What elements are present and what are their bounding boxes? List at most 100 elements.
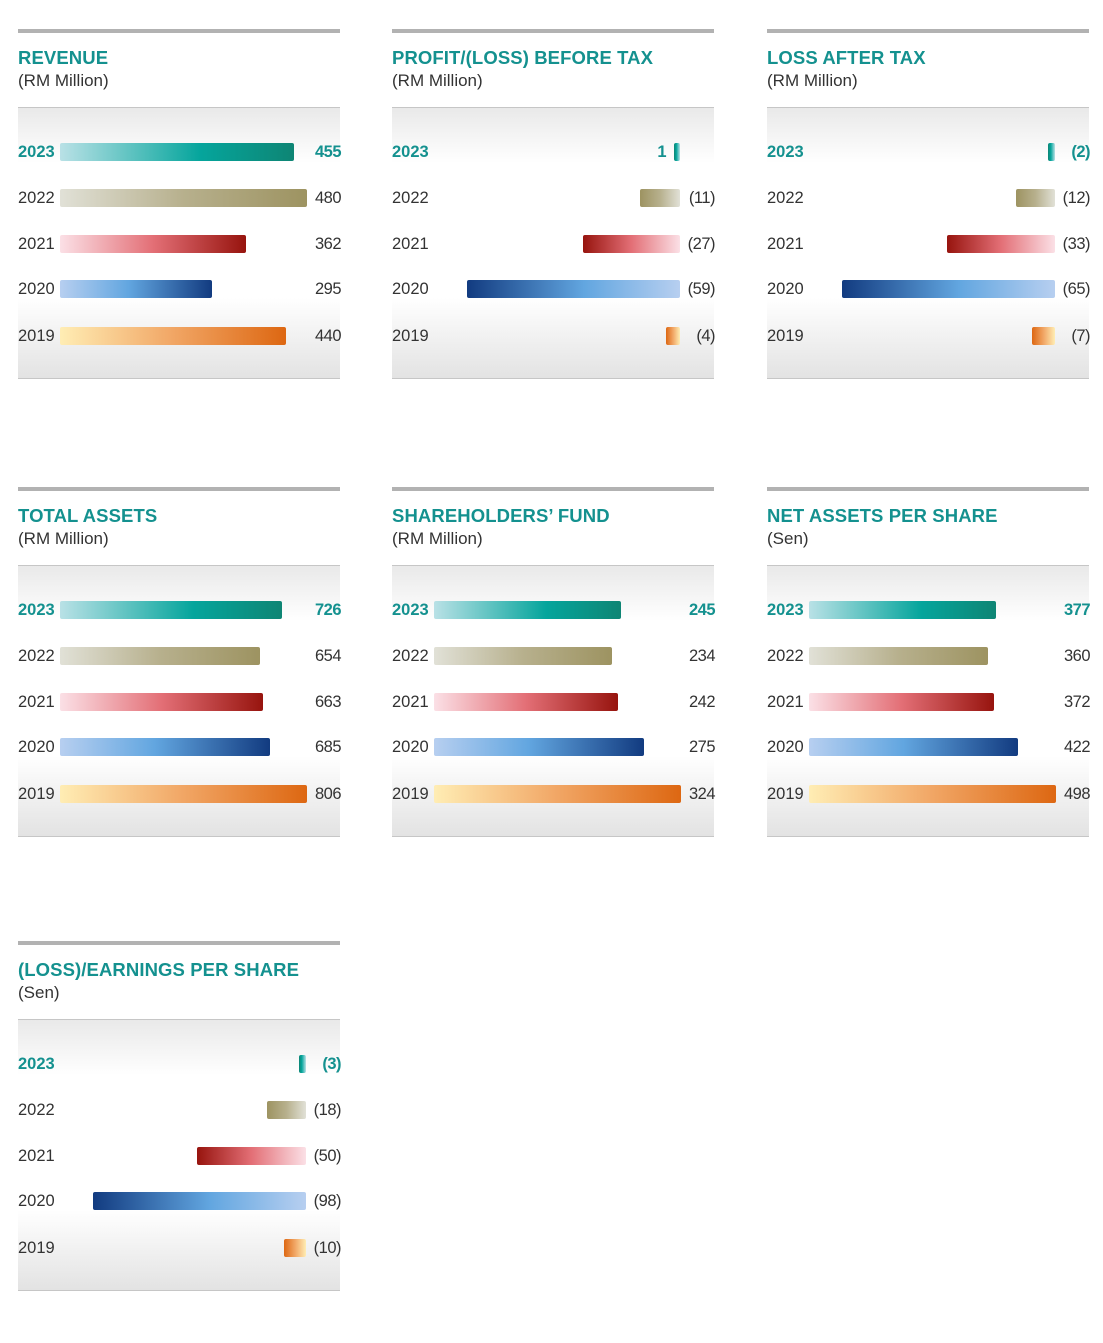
value-label: 663 bbox=[314, 693, 342, 711]
value-label: 685 bbox=[314, 738, 342, 756]
bar-row-2022: 2022 (11) bbox=[392, 188, 716, 208]
bar-row-2020: 2020 (59) bbox=[392, 279, 716, 299]
bar-2023 bbox=[674, 143, 680, 161]
category-label: 2019 bbox=[767, 785, 804, 803]
bar-2022 bbox=[60, 189, 307, 207]
bar-2022 bbox=[266, 1101, 306, 1119]
bar-row-2022: 2022 360 bbox=[767, 646, 1091, 666]
bar-row-2023: 2023 (2) bbox=[767, 142, 1090, 162]
category-label: 2020 bbox=[392, 738, 429, 756]
bar-row-2021: 2021 (33) bbox=[767, 234, 1091, 254]
value-label: (33) bbox=[1062, 235, 1091, 253]
bar-row-2023: 2023 455 bbox=[18, 142, 342, 162]
value-label: 654 bbox=[314, 647, 342, 665]
category-label: 2022 bbox=[18, 1101, 55, 1119]
category-label: 2019 bbox=[18, 327, 55, 345]
bar-2022 bbox=[1015, 189, 1055, 207]
bar-row-2022: 2022 (18) bbox=[18, 1100, 342, 1120]
bar-row-2019: 2019 (7) bbox=[767, 326, 1090, 346]
value-label: 455 bbox=[314, 143, 342, 161]
chart-unit: (RM Million) bbox=[767, 71, 858, 90]
value-label: 440 bbox=[314, 327, 342, 345]
category-label: 2023 bbox=[18, 601, 55, 619]
bar-2019 bbox=[60, 327, 287, 345]
chart-title: NET ASSETS PER SHARE bbox=[767, 505, 998, 526]
chart-nav-per-share: NET ASSETS PER SHARE (Sen) 2023 377 2022 360 2… bbox=[767, 487, 1091, 839]
value-label: (27) bbox=[687, 235, 716, 253]
category-label: 2019 bbox=[767, 327, 804, 345]
value-label: (2) bbox=[1071, 143, 1090, 161]
value-label: (10) bbox=[313, 1239, 342, 1257]
category-label: 2021 bbox=[392, 235, 429, 253]
value-label: 324 bbox=[688, 785, 716, 803]
panel-rule bbox=[18, 941, 340, 945]
bar-row-2021: 2021 362 bbox=[18, 234, 342, 254]
bar-2023 bbox=[60, 143, 295, 161]
chart-unit: (RM Million) bbox=[392, 71, 483, 90]
category-label: 2023 bbox=[18, 143, 55, 161]
chart-revenue: REVENUE (RM Million) 2023 455 2022 480 2021 362… bbox=[18, 29, 342, 381]
value-label: (3) bbox=[322, 1055, 341, 1073]
bar-row-2019: 2019 806 bbox=[18, 784, 342, 804]
category-label: 2021 bbox=[18, 235, 55, 253]
category-label: 2022 bbox=[392, 189, 429, 207]
bar-row-2020: 2020 (98) bbox=[18, 1191, 342, 1211]
category-label: 2020 bbox=[767, 738, 804, 756]
category-label: 2020 bbox=[18, 738, 55, 756]
bar-2022 bbox=[640, 189, 680, 207]
value-label: 1 bbox=[657, 143, 666, 161]
bar-2022 bbox=[809, 647, 988, 665]
bar-2019 bbox=[1032, 327, 1055, 345]
bar-row-2019: 2019 (4) bbox=[392, 326, 715, 346]
bar-2021 bbox=[434, 693, 619, 711]
bar-2021 bbox=[60, 235, 247, 253]
bar-row-2020: 2020 275 bbox=[392, 737, 716, 757]
category-label: 2019 bbox=[392, 327, 429, 345]
value-label: 498 bbox=[1063, 785, 1091, 803]
bar-row-2020: 2020 685 bbox=[18, 737, 342, 757]
bar-row-2022: 2022 (12) bbox=[767, 188, 1091, 208]
category-label: 2020 bbox=[767, 280, 804, 298]
bar-row-2022: 2022 480 bbox=[18, 188, 342, 208]
bar-2020 bbox=[60, 280, 212, 298]
chart-lat: LOSS AFTER TAX (RM Million) 2023 (2) 2022 (12… bbox=[767, 29, 1091, 381]
panel-rule bbox=[392, 487, 714, 491]
bar-2020 bbox=[467, 280, 680, 298]
bar-row-2020: 2020 295 bbox=[18, 279, 342, 299]
value-label: 360 bbox=[1063, 647, 1091, 665]
value-label: (59) bbox=[687, 280, 716, 298]
chart-plot-area: 2023 455 2022 480 2021 362 2020 295 2019 440 bbox=[18, 107, 342, 379]
bar-2022 bbox=[60, 647, 261, 665]
value-label: (7) bbox=[1071, 327, 1090, 345]
bar-row-2023: 2023 377 bbox=[767, 600, 1091, 620]
bar-row-2021: 2021 242 bbox=[392, 692, 716, 712]
chart-plot-area: 2023 245 2022 234 2021 242 2020 275 2019 324 bbox=[392, 565, 716, 837]
bar-2020 bbox=[842, 280, 1055, 298]
panel-rule bbox=[18, 487, 340, 491]
category-label: 2023 bbox=[392, 143, 429, 161]
bar-row-2021: 2021 (50) bbox=[18, 1146, 342, 1166]
category-label: 2023 bbox=[392, 601, 429, 619]
value-label: 295 bbox=[314, 280, 342, 298]
bar-2019 bbox=[284, 1239, 306, 1257]
category-label: 2020 bbox=[18, 280, 55, 298]
value-label: (12) bbox=[1062, 189, 1091, 207]
bar-2023 bbox=[299, 1055, 306, 1073]
category-label: 2021 bbox=[392, 693, 429, 711]
bar-2019 bbox=[60, 785, 307, 803]
category-label: 2022 bbox=[18, 647, 55, 665]
chart-plot-area: 2023 377 2022 360 2021 372 2020 422 2019 498 bbox=[767, 565, 1091, 837]
chart-title: SHAREHOLDERS’ FUND bbox=[392, 505, 610, 526]
bar-row-2021: 2021 663 bbox=[18, 692, 342, 712]
category-label: 2022 bbox=[18, 189, 55, 207]
value-label: 362 bbox=[314, 235, 342, 253]
value-label: 242 bbox=[688, 693, 716, 711]
category-label: 2023 bbox=[18, 1055, 55, 1073]
chart-plot-area: 2023 1 2022 (11) 2021 (27) 2020 (59) 2019 (4) bbox=[392, 107, 716, 379]
bar-row-2020: 2020 (65) bbox=[767, 279, 1091, 299]
chart-title: (LOSS)/EARNINGS PER SHARE bbox=[18, 959, 300, 980]
bar-row-2020: 2020 422 bbox=[767, 737, 1091, 757]
category-label: 2019 bbox=[392, 785, 429, 803]
chart-title: REVENUE bbox=[18, 47, 109, 68]
bar-row-2023: 2023 726 bbox=[18, 600, 342, 620]
